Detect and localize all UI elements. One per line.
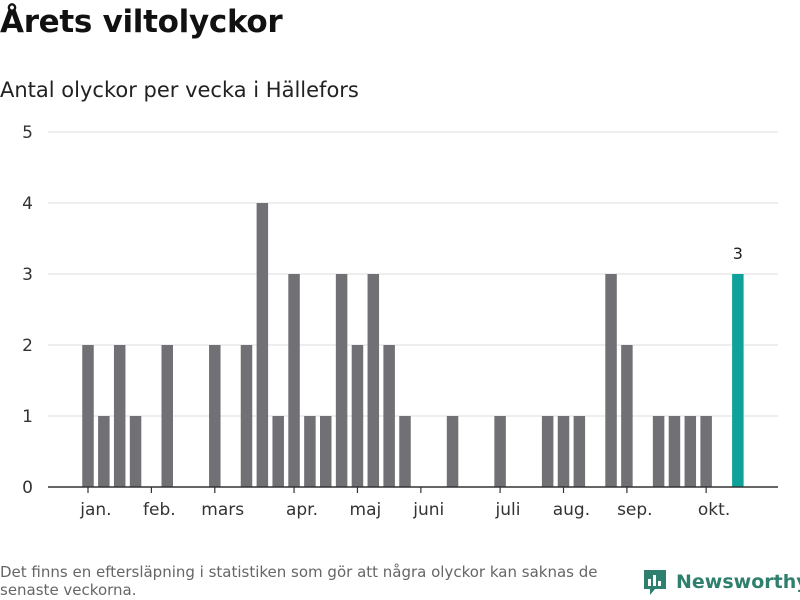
- footnote: Det finns en eftersläpning i statistiken…: [0, 563, 598, 599]
- y-tick-label: 1: [22, 407, 33, 427]
- bar: [304, 416, 316, 487]
- bar: [494, 416, 506, 487]
- y-tick-label: 3: [22, 265, 33, 285]
- bar: [320, 416, 332, 487]
- x-tick-label: maj: [350, 500, 382, 520]
- x-tick-label: sep.: [617, 500, 653, 520]
- bar: [668, 416, 681, 487]
- chart-title: Årets viltolyckor: [0, 4, 283, 40]
- bar: [272, 416, 284, 487]
- bar: [256, 203, 269, 487]
- bar: [383, 345, 395, 487]
- bar: [335, 274, 348, 487]
- bar-chart: 0 1 2 3 4 5 3 jan. feb. mars apr. maj juni juli aug. se…: [22, 123, 778, 520]
- bar: [288, 274, 300, 487]
- x-tick-label: okt.: [698, 500, 730, 520]
- x-tick-label: aug.: [553, 500, 590, 520]
- highlighted-bar: [732, 274, 744, 487]
- x-tick-label: mars: [201, 500, 244, 520]
- bar: [652, 416, 665, 487]
- bar: [605, 274, 617, 487]
- bar: [446, 416, 459, 487]
- x-tick-label: jan.: [79, 500, 111, 520]
- bar: [541, 416, 554, 487]
- bar: [113, 345, 126, 487]
- bar: [621, 345, 633, 487]
- bar: [240, 345, 253, 487]
- y-tick-label: 2: [22, 336, 33, 356]
- bar: [700, 416, 712, 487]
- bar-chart-speech-bubble-icon: [644, 570, 666, 595]
- x-tick-label: juni: [412, 500, 444, 520]
- bar: [367, 274, 380, 487]
- chart-subtitle: Antal olyckor per vecka i Hällefors: [0, 78, 359, 102]
- y-tick-label: 0: [22, 478, 33, 498]
- bar: [684, 416, 697, 487]
- bar: [129, 416, 142, 487]
- x-tick-label: apr.: [286, 500, 318, 520]
- data-label: 3: [733, 244, 743, 263]
- x-tick-label: juli: [495, 500, 521, 520]
- bar: [557, 416, 570, 487]
- bar: [82, 345, 94, 487]
- y-tick-label: 4: [22, 194, 33, 214]
- bar: [161, 345, 173, 487]
- bar: [351, 345, 364, 487]
- x-tick-label: feb.: [143, 500, 176, 520]
- bar: [399, 416, 411, 487]
- bar: [573, 416, 586, 487]
- y-tick-label: 5: [22, 123, 33, 143]
- bar: [209, 345, 221, 487]
- brand-logo[interactable]: Newsworthy: [642, 568, 800, 596]
- bar: [98, 416, 110, 487]
- brand-name: Newsworthy: [676, 571, 800, 593]
